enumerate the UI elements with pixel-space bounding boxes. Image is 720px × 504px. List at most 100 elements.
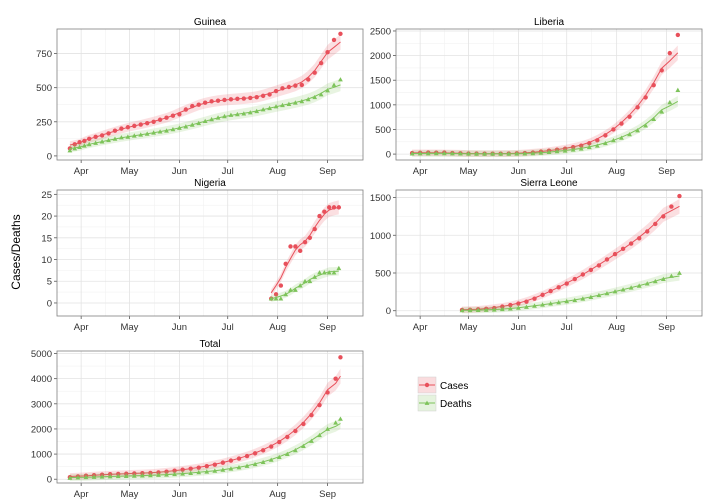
data-point-deaths	[307, 278, 313, 284]
data-point-deaths	[99, 139, 105, 144]
data-point-deaths	[196, 120, 202, 126]
data-point-cases	[228, 458, 234, 463]
data-point-deaths	[241, 111, 247, 116]
data-point-deaths	[301, 443, 306, 448]
data-point-cases	[188, 466, 193, 471]
data-point-deaths	[644, 281, 650, 286]
y-tick-label: 2000	[370, 51, 391, 62]
data-point-cases	[645, 229, 650, 234]
data-point-cases	[579, 143, 584, 148]
data-point-deaths	[516, 305, 521, 310]
data-point-cases	[500, 304, 505, 309]
x-tick-label: Sep	[658, 166, 675, 177]
data-point-deaths	[75, 475, 81, 480]
data-point-deaths	[506, 151, 512, 156]
data-point-deaths	[612, 289, 618, 294]
data-point-deaths	[312, 274, 318, 279]
data-point-deaths	[252, 461, 258, 467]
x-tick-label: Jun	[172, 489, 187, 500]
data-point-cases	[220, 460, 226, 465]
data-point-deaths	[491, 307, 497, 312]
x-tick-label: Jun	[511, 166, 526, 177]
y-tick-label: 0	[47, 151, 52, 162]
confidence-band	[69, 418, 341, 481]
data-point-cases	[548, 288, 553, 294]
data-point-deaths	[338, 416, 343, 421]
data-point-cases	[338, 355, 343, 360]
x-tick-label: Apr	[74, 489, 89, 500]
data-point-cases	[659, 68, 664, 73]
data-point-deaths	[325, 426, 330, 431]
y-tick-label: 1500	[370, 76, 391, 87]
data-point-deaths	[236, 465, 242, 470]
data-point-deaths	[669, 273, 674, 278]
data-point-cases	[288, 244, 293, 249]
data-point-deaths	[286, 101, 292, 106]
data-point-deaths	[183, 124, 189, 129]
data-point-deaths	[280, 102, 285, 108]
data-point-deaths	[170, 126, 176, 132]
data-point-cases	[244, 453, 250, 459]
data-point-cases	[260, 448, 266, 453]
data-point-deaths	[67, 148, 73, 153]
data-point-deaths	[602, 140, 608, 146]
data-point-deaths	[215, 115, 221, 120]
x-tick-label: Aug	[269, 322, 286, 333]
data-point-deaths	[336, 265, 342, 271]
data-point-deaths	[325, 88, 330, 93]
data-point-cases	[312, 70, 317, 75]
data-point-deaths	[302, 278, 308, 284]
legend: Cases Deaths	[417, 376, 472, 412]
data-point-deaths	[522, 151, 528, 156]
data-point-deaths	[498, 151, 504, 156]
series-deaths	[409, 87, 681, 158]
data-point-cases	[241, 96, 247, 101]
data-point-deaths	[93, 140, 99, 145]
data-point-deaths	[247, 110, 253, 115]
data-point-deaths	[297, 283, 303, 288]
data-point-cases	[603, 133, 608, 138]
data-point-deaths	[107, 474, 113, 479]
data-point-cases	[636, 236, 642, 241]
data-point-cases	[82, 138, 87, 144]
series-deaths	[67, 77, 343, 153]
data-point-cases	[77, 140, 82, 145]
data-point-deaths	[514, 151, 520, 156]
y-tick-label: 500	[375, 125, 391, 136]
data-point-deaths	[139, 473, 145, 478]
x-tick-label: Jul	[222, 166, 234, 177]
panel-background	[396, 190, 702, 316]
data-point-deaths	[99, 474, 105, 479]
data-point-deaths	[151, 130, 157, 135]
data-point-deaths	[572, 297, 578, 303]
data-point-cases	[235, 96, 240, 102]
data-point-deaths	[83, 474, 89, 480]
data-point-cases	[643, 95, 648, 100]
data-point-cases	[183, 107, 189, 112]
data-point-cases	[540, 292, 545, 298]
data-point-cases	[677, 193, 682, 199]
data-point-cases	[202, 100, 208, 105]
data-point-deaths	[326, 270, 332, 275]
data-point-deaths	[177, 125, 182, 130]
panel-guinea: Apr May Jun Jul Aug Sep 0 250 500 750 Guinea	[36, 17, 364, 177]
data-point-deaths	[292, 447, 298, 453]
series-deaths	[459, 270, 682, 314]
data-point-cases	[588, 267, 594, 273]
data-point-deaths	[131, 133, 137, 138]
data-point-deaths	[482, 151, 487, 156]
data-point-deaths	[188, 470, 194, 475]
data-point-cases	[273, 292, 279, 297]
data-point-cases	[572, 276, 577, 282]
data-point-cases	[277, 439, 282, 445]
data-point-deaths	[318, 92, 324, 97]
data-point-deaths	[268, 457, 274, 462]
data-point-cases	[285, 434, 290, 440]
y-tick-label: 0	[47, 475, 52, 486]
x-tick-label: Aug	[608, 166, 625, 177]
data-point-cases	[236, 456, 242, 461]
data-point-deaths	[86, 141, 92, 147]
data-point-cases	[180, 467, 185, 472]
data-point-deaths	[67, 475, 73, 480]
